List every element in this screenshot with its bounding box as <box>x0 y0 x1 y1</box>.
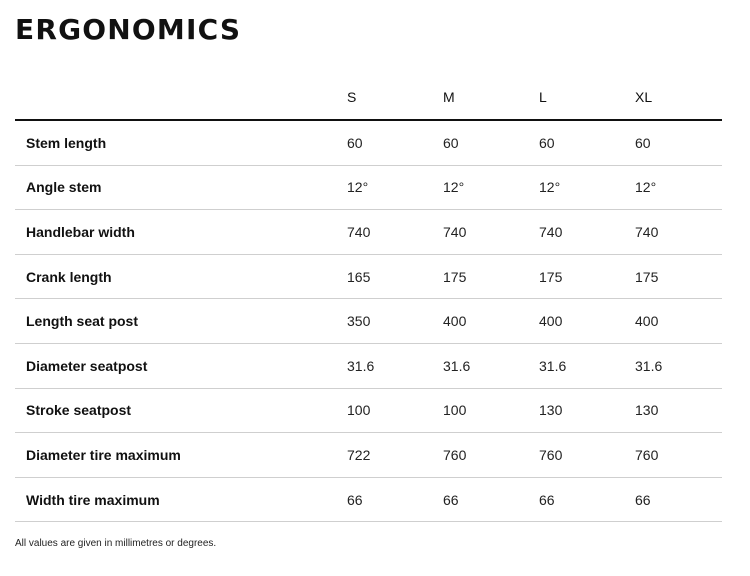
table-cell: 740 <box>624 209 722 255</box>
size-header-m: M <box>432 75 528 121</box>
table-cell: 740 <box>432 209 528 255</box>
table-cell: 66 <box>624 477 722 523</box>
row-label: Stroke seatpost <box>15 388 336 434</box>
table-cell: 60 <box>528 120 624 166</box>
table-cell: 66 <box>336 477 432 523</box>
table-cell: 100 <box>336 388 432 434</box>
header-label-cell <box>15 75 336 121</box>
table-cell: 130 <box>624 388 722 434</box>
table-cell: 175 <box>624 254 722 300</box>
table-row: Stroke seatpost 100 100 130 130 <box>15 388 722 434</box>
table-cell: 60 <box>432 120 528 166</box>
table-cell: 31.6 <box>528 343 624 389</box>
table-cell: 12° <box>528 165 624 211</box>
table-cell: 760 <box>432 432 528 478</box>
table-row: Handlebar width 740 740 740 740 <box>15 209 722 255</box>
size-header-s: S <box>336 75 432 121</box>
table-cell: 175 <box>528 254 624 300</box>
table-row: Width tire maximum 66 66 66 66 <box>15 477 722 523</box>
table-cell: 31.6 <box>624 343 722 389</box>
table-row: Diameter tire maximum 722 760 760 760 <box>15 432 722 478</box>
table-cell: 722 <box>336 432 432 478</box>
table-cell: 60 <box>624 120 722 166</box>
table-cell: 400 <box>528 298 624 344</box>
table-cell: 760 <box>528 432 624 478</box>
table-cell: 740 <box>528 209 624 255</box>
table-row: Length seat post 350 400 400 400 <box>15 298 722 344</box>
size-header-l: L <box>528 75 624 121</box>
row-label: Handlebar width <box>15 209 336 255</box>
table-cell: 400 <box>432 298 528 344</box>
table-cell: 175 <box>432 254 528 300</box>
table-row: Crank length 165 175 175 175 <box>15 254 722 300</box>
row-label: Diameter seatpost <box>15 343 336 389</box>
row-label: Length seat post <box>15 298 336 344</box>
row-label: Angle stem <box>15 165 336 211</box>
row-label: Stem length <box>15 120 336 166</box>
table-cell: 12° <box>432 165 528 211</box>
table-cell: 350 <box>336 298 432 344</box>
ergonomics-table: S M L XL Stem length 60 60 60 60 Angle s… <box>15 75 722 523</box>
table-cell: 12° <box>624 165 722 211</box>
units-note: All values are given in millimetres or d… <box>15 538 217 549</box>
table-cell: 100 <box>432 388 528 434</box>
table-cell: 60 <box>336 120 432 166</box>
table-cell: 66 <box>528 477 624 523</box>
table-row: Stem length 60 60 60 60 <box>15 120 722 166</box>
table-cell: 31.6 <box>432 343 528 389</box>
row-label: Width tire maximum <box>15 477 336 523</box>
row-label: Diameter tire maximum <box>15 432 336 478</box>
page-title: ERGONOMICS <box>15 13 242 46</box>
table-header-row: S M L XL <box>15 75 722 121</box>
table-cell: 31.6 <box>336 343 432 389</box>
table-cell: 740 <box>336 209 432 255</box>
table-cell: 760 <box>624 432 722 478</box>
size-header-xl: XL <box>624 75 722 121</box>
table-row: Diameter seatpost 31.6 31.6 31.6 31.6 <box>15 343 722 389</box>
table-cell: 400 <box>624 298 722 344</box>
table-cell: 165 <box>336 254 432 300</box>
table-cell: 12° <box>336 165 432 211</box>
table-row: Angle stem 12° 12° 12° 12° <box>15 165 722 211</box>
row-label: Crank length <box>15 254 336 300</box>
table-cell: 66 <box>432 477 528 523</box>
table-cell: 130 <box>528 388 624 434</box>
